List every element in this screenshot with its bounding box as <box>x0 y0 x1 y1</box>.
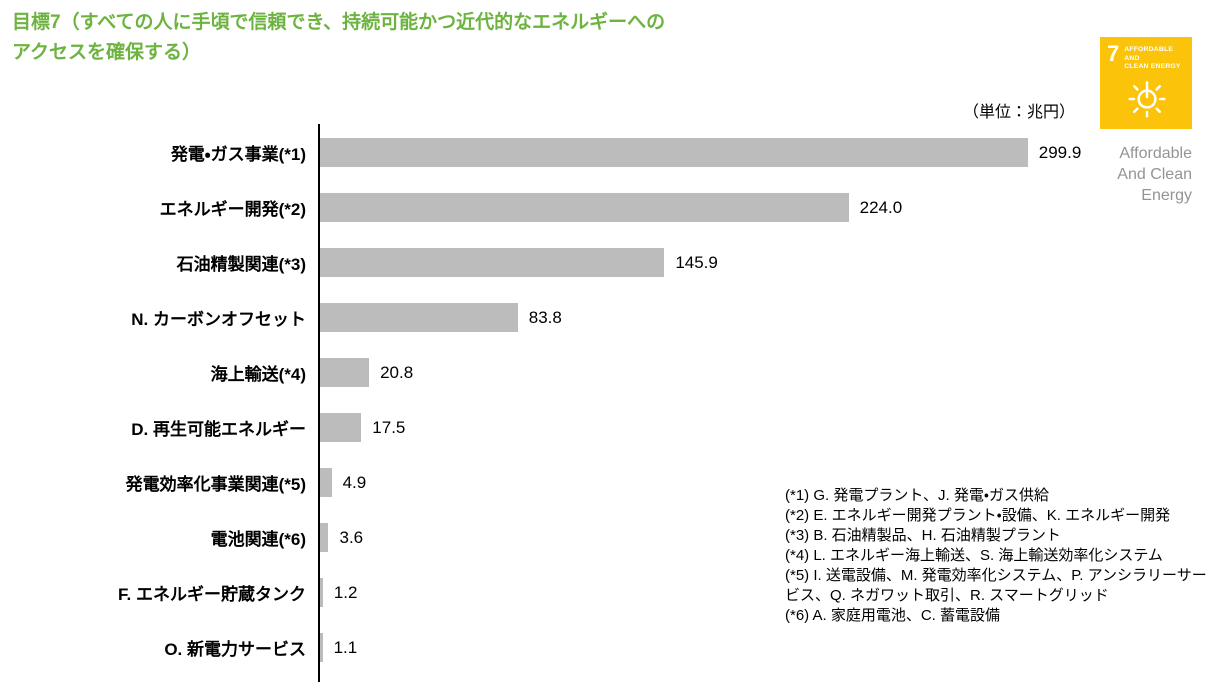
footnote-6: (*6) A. 家庭用電池、C. 蓄電設備 <box>785 607 1001 624</box>
bar-value-label: 299.9 <box>1038 142 1082 162</box>
bar-value-label: 1.2 <box>333 582 358 602</box>
bar <box>320 138 1028 167</box>
bar-value-label: 3.6 <box>339 527 364 547</box>
bar-value-label: 17.5 <box>372 417 406 437</box>
bar-value-label: 1.1 <box>333 637 358 657</box>
bar-category-label: O. 新電力サービス <box>164 640 306 659</box>
bar <box>320 193 849 222</box>
bar-row: N. カーボンオフセット 83.8 <box>0 290 1100 345</box>
bar-value-label: 145.9 <box>675 252 718 272</box>
unit-label: （単位：兆円） <box>963 104 1076 121</box>
bar-category-label: 石油精製関連(*3) <box>176 255 306 274</box>
sdg-caption: Affordable And Clean Energy <box>1100 143 1192 206</box>
bar-category-label: D. 再生可能エネルギー <box>131 420 306 439</box>
bar-value-label: 83.8 <box>528 307 562 327</box>
sun-power-icon <box>1127 80 1166 118</box>
sdg-goal-name-line2: CLEAN ENERGY <box>1124 63 1181 70</box>
bar-row: 発電・ガス事業(*1) 299.9 <box>0 125 1100 180</box>
page-title-line1: 目標7（すべての人に手頃で信頼でき、持続可能かつ近代的なエネルギーへの <box>12 12 666 33</box>
footnote-5: (*5) I. 送電設備、M. 発電効率化システム、P. アンシラリーサービス、… <box>785 567 1207 604</box>
sdg-caption-line1: Affordable <box>1119 145 1192 162</box>
sdg-caption-line3: Energy <box>1141 187 1192 204</box>
chart-axis-line <box>318 124 320 682</box>
bar-row: 電池関連(*6) 3.6 <box>0 510 1100 565</box>
sdg-goal-number: 7 <box>1107 41 1120 66</box>
bar-row: D. 再生可能エネルギー 17.5 <box>0 400 1100 455</box>
footnote-2: (*2) E. エネルギー開発プラント・設備、K. エネルギー開発 <box>785 507 1171 524</box>
bar <box>320 633 323 662</box>
sdg-goal-name-line1: AFFORDABLE AND <box>1124 46 1174 62</box>
bar-category-label: 発電効率化事業関連(*5) <box>125 475 306 494</box>
sdg-caption-line2: And Clean <box>1117 166 1192 183</box>
footnote-4: (*4) L. エネルギー海上輸送、S. 海上輸送効率化システム <box>785 547 1163 564</box>
bar-row: F. エネルギー貯蔵タンク 1.2 <box>0 565 1100 620</box>
bar-category-label: 発電・ガス事業(*1) <box>170 145 306 164</box>
bar <box>320 413 362 442</box>
bar-value-label: 20.8 <box>380 362 414 382</box>
bar-row: 海上輸送(*4) 20.8 <box>0 345 1100 400</box>
bar-row: 石油精製関連(*3) 145.9 <box>0 235 1100 290</box>
page-title: 目標7（すべての人に手頃で信頼でき、持続可能かつ近代的なエネルギーへの アクセス… <box>12 8 665 68</box>
sdg-badge-header: 7 AFFORDABLE AND CLEAN ENERGY <box>1107 41 1186 72</box>
sdg-goal-name: AFFORDABLE AND CLEAN ENERGY <box>1124 44 1186 72</box>
bar-value-label: 4.9 <box>342 472 367 492</box>
bar-value-label: 224.0 <box>859 197 903 217</box>
bar-category-label: エネルギー開発(*2) <box>159 200 306 219</box>
sdg-goal7-badge: 7 AFFORDABLE AND CLEAN ENERGY <box>1100 37 1192 129</box>
bar <box>320 523 329 552</box>
bar-category-label: 電池関連(*6) <box>210 530 306 549</box>
footnote-1: (*1) G. 発電プラント、J. 発電・ガス供給 <box>785 487 1049 504</box>
bar-category-label: N. カーボンオフセット <box>131 310 306 329</box>
bar-rows: 発電・ガス事業(*1) 299.9 エネルギー開発(*2) 224.0 石油精製関連(*… <box>0 125 1100 675</box>
bar <box>320 468 332 497</box>
footnotes: (*1) G. 発電プラント、J. 発電・ガス供給 (*2) E. エネルギー開… <box>785 486 1209 626</box>
bar-row: エネルギー開発(*2) 224.0 <box>0 180 1100 235</box>
page-title-line2: アクセスを確保する） <box>12 42 202 63</box>
bar-row: 発電効率化事業関連(*5) 4.9 <box>0 455 1100 510</box>
bar-category-label: 海上輸送(*4) <box>210 365 306 384</box>
footnote-3: (*3) B. 石油精製品、H. 石油精製プラント <box>785 527 1061 544</box>
bar <box>320 358 370 387</box>
bar <box>320 578 323 607</box>
bar-category-label: F. エネルギー貯蔵タンク <box>118 585 306 604</box>
bar-row: O. 新電力サービス 1.1 <box>0 620 1100 675</box>
bar <box>320 248 665 277</box>
bar <box>320 303 518 332</box>
